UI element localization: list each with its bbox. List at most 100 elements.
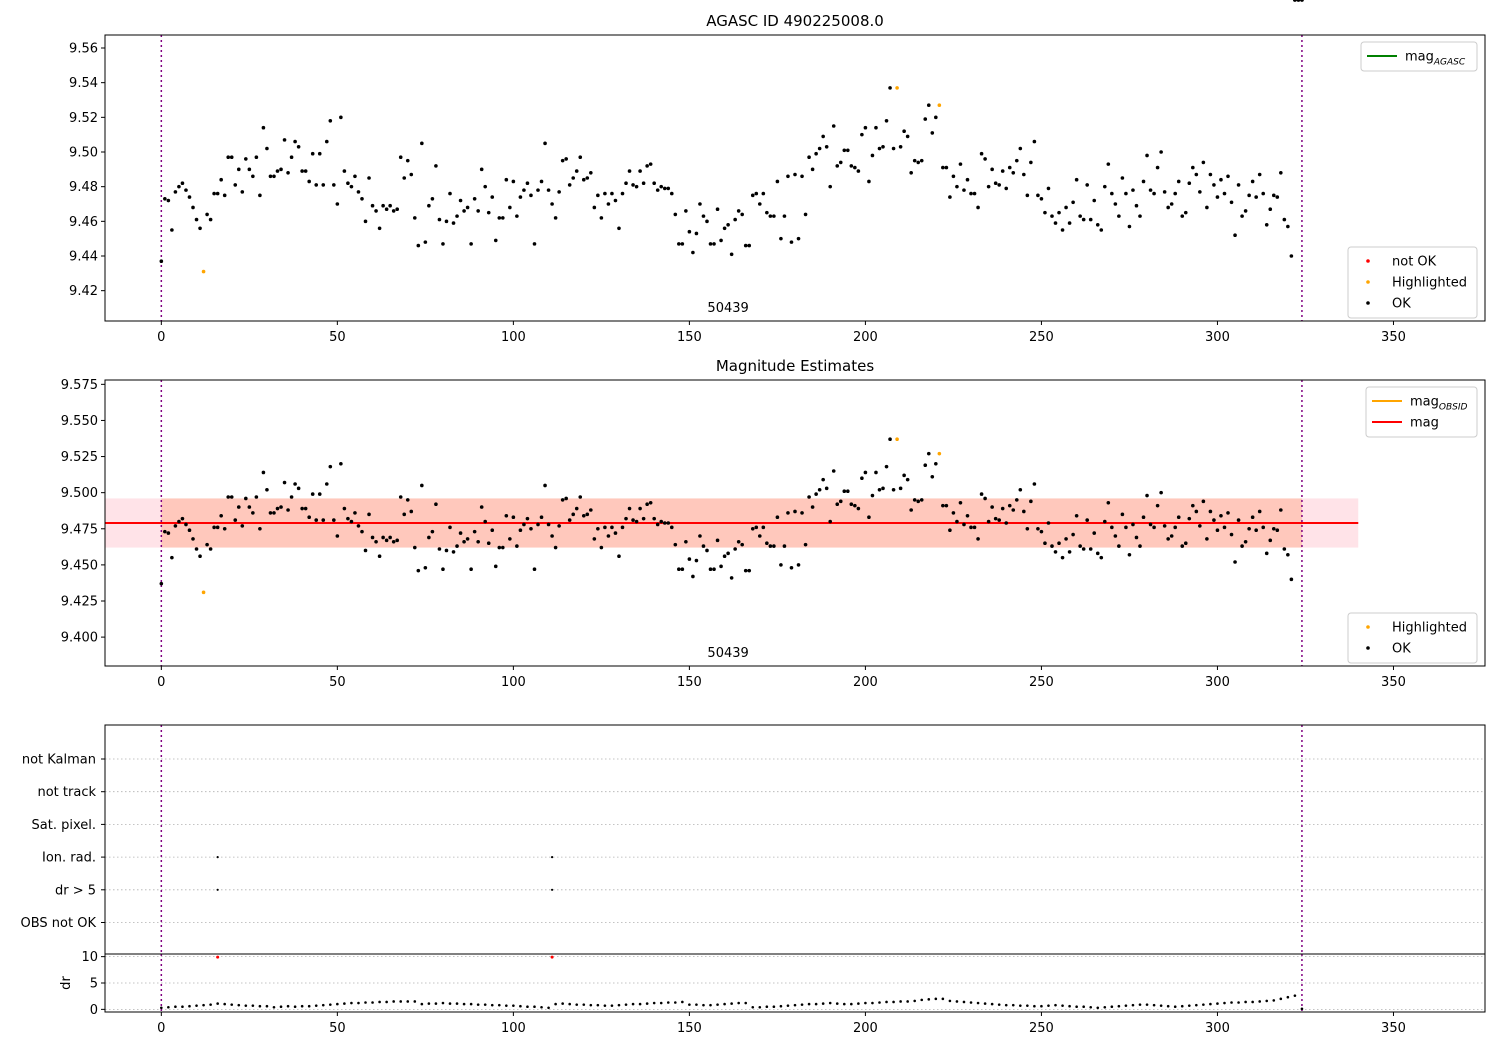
ok-point xyxy=(631,183,635,187)
ok-point xyxy=(1117,214,1121,218)
ok-point xyxy=(486,541,491,546)
ok-point xyxy=(265,146,269,151)
ok-point xyxy=(493,564,498,569)
ok-point xyxy=(810,167,815,172)
ok-point xyxy=(1071,200,1075,205)
ok-point xyxy=(398,495,403,499)
ok-point xyxy=(617,554,621,559)
ok-point xyxy=(856,506,861,511)
ok-point xyxy=(1074,513,1079,518)
highlighted-point xyxy=(201,590,206,595)
y-tick-label: 0 xyxy=(90,1003,98,1018)
ok-point xyxy=(219,513,223,518)
ok-point xyxy=(1264,223,1269,227)
ok-point xyxy=(1250,515,1255,520)
ok-point xyxy=(557,190,561,194)
x-tick-label: 250 xyxy=(1029,675,1054,690)
ok-point xyxy=(198,554,202,559)
dr-point xyxy=(758,1005,762,1009)
ok-point xyxy=(648,500,653,505)
ok-point xyxy=(166,531,171,535)
x-tick-label: 200 xyxy=(853,675,878,690)
ok-point xyxy=(261,470,266,475)
dr-point xyxy=(209,1003,212,1006)
ok-point xyxy=(1282,217,1287,222)
ok-point xyxy=(596,526,600,531)
dr-point xyxy=(828,1001,832,1005)
ok-point xyxy=(293,139,297,144)
ok-point xyxy=(715,538,720,543)
ok-point xyxy=(303,169,308,173)
ok-point xyxy=(462,539,466,544)
ok-point xyxy=(1014,158,1019,163)
ok-point xyxy=(1289,577,1294,582)
ok-point xyxy=(170,555,174,560)
ok-point xyxy=(1240,544,1244,548)
dr-point xyxy=(251,1004,255,1007)
ok-point xyxy=(289,155,294,159)
ok-point xyxy=(349,519,354,524)
dr-point xyxy=(540,1005,543,1009)
ok-point xyxy=(1110,191,1114,196)
ok-point xyxy=(835,164,840,168)
ok-point xyxy=(610,191,614,196)
ok-point xyxy=(191,205,195,210)
legend-label: magAGASC xyxy=(1405,50,1466,68)
ok-point xyxy=(853,165,857,170)
ok-point xyxy=(634,519,639,524)
ok-point xyxy=(1173,525,1178,530)
ok-point xyxy=(483,519,488,524)
ok-point xyxy=(254,495,259,499)
ok-point xyxy=(1257,509,1262,514)
ok-point xyxy=(300,169,304,173)
ok-point xyxy=(546,522,551,527)
y-tick-label: 10 xyxy=(81,950,98,965)
ok-point xyxy=(233,518,238,522)
ok-point xyxy=(420,141,424,146)
ok-point xyxy=(1250,179,1255,184)
ok-point xyxy=(909,171,913,175)
dr-point xyxy=(561,1002,564,1005)
ok-point xyxy=(944,165,949,170)
ok-point xyxy=(205,542,209,547)
ok-point xyxy=(1067,550,1072,554)
ok-point xyxy=(244,157,248,161)
ok-point xyxy=(719,564,723,569)
ok-point xyxy=(782,544,787,548)
ok-point xyxy=(437,547,442,551)
dr-outlier-point xyxy=(216,955,220,959)
ok-point xyxy=(821,134,825,139)
dr-point xyxy=(1209,1002,1212,1006)
ok-point xyxy=(332,183,336,187)
dr-point xyxy=(709,1003,712,1007)
ok-point xyxy=(1120,512,1125,517)
dr-point xyxy=(779,1004,783,1008)
ok-point xyxy=(420,483,424,488)
ok-point xyxy=(659,184,664,189)
ok-point xyxy=(191,537,195,541)
dr-point xyxy=(462,1002,466,1006)
ok-point xyxy=(1205,205,1209,210)
ok-point xyxy=(772,214,776,218)
ok-point xyxy=(324,482,329,486)
dr-point xyxy=(1138,1003,1142,1006)
x-tick-label: 50 xyxy=(329,330,346,345)
ok-point xyxy=(564,496,568,501)
y-tick-label: 9.50 xyxy=(69,146,98,161)
ok-point xyxy=(1117,544,1121,548)
ok-point xyxy=(455,214,459,218)
ok-point xyxy=(786,511,790,515)
dr-point xyxy=(1103,1005,1107,1009)
dr-point xyxy=(258,1004,262,1008)
axes-frame xyxy=(104,379,1486,667)
legend-label: OK xyxy=(1392,297,1411,312)
ok-point xyxy=(1296,0,1301,2)
ok-point xyxy=(934,115,938,120)
ok-point xyxy=(627,506,632,511)
dr-point xyxy=(899,1000,902,1003)
ok-point xyxy=(831,469,836,473)
ok-point xyxy=(1088,217,1093,222)
dr-point xyxy=(1019,1004,1022,1007)
dr-point xyxy=(519,1004,522,1008)
dr-point xyxy=(406,1000,410,1003)
